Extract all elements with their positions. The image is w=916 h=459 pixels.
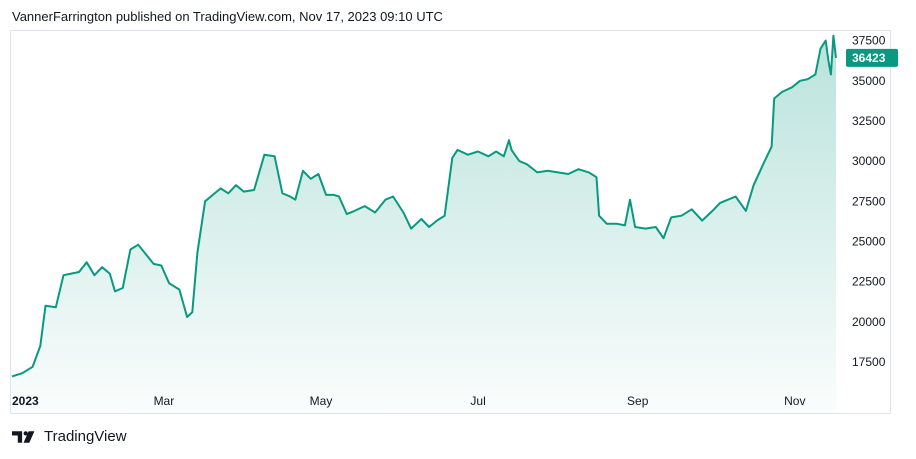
- x-tick-label: Mar: [154, 394, 175, 408]
- chart-frame: [10, 30, 891, 414]
- publish-header: VannerFarrington published on TradingVie…: [12, 9, 443, 24]
- tradingview-brand[interactable]: TradingView: [12, 428, 127, 445]
- y-tick-label: 22500: [852, 275, 886, 289]
- x-tick-label: May: [310, 394, 333, 408]
- last-value-badge: [846, 48, 898, 67]
- price-series-line: [11, 34, 837, 378]
- last-value-marker: 36423: [846, 48, 898, 67]
- y-tick-label: 17500: [852, 355, 886, 369]
- x-axis: 2023 Mar May Jul Sep Nov: [12, 394, 805, 408]
- x-tick-label: Jul: [470, 394, 485, 408]
- x-tick-label: 2023: [12, 394, 39, 408]
- x-tick-label: Nov: [784, 394, 805, 408]
- tradingview-logo-icon: [12, 430, 35, 443]
- y-tick-label: 27500: [852, 194, 886, 208]
- x-tick-label: Sep: [627, 394, 649, 408]
- last-value-label: 36423: [852, 51, 886, 65]
- brand-name: TradingView: [44, 428, 127, 445]
- y-axis: 17500 20000 22500 25000 27500 30000 32500 35000…: [852, 34, 886, 369]
- y-tick-label: 30000: [852, 154, 886, 168]
- y-tick-label: 35000: [852, 74, 886, 88]
- y-tick-label: 20000: [852, 315, 886, 329]
- y-tick-label: 37500: [852, 34, 886, 48]
- price-area-fill: [12, 35, 836, 414]
- y-tick-label: 32500: [852, 114, 886, 128]
- y-tick-label: 25000: [852, 234, 886, 248]
